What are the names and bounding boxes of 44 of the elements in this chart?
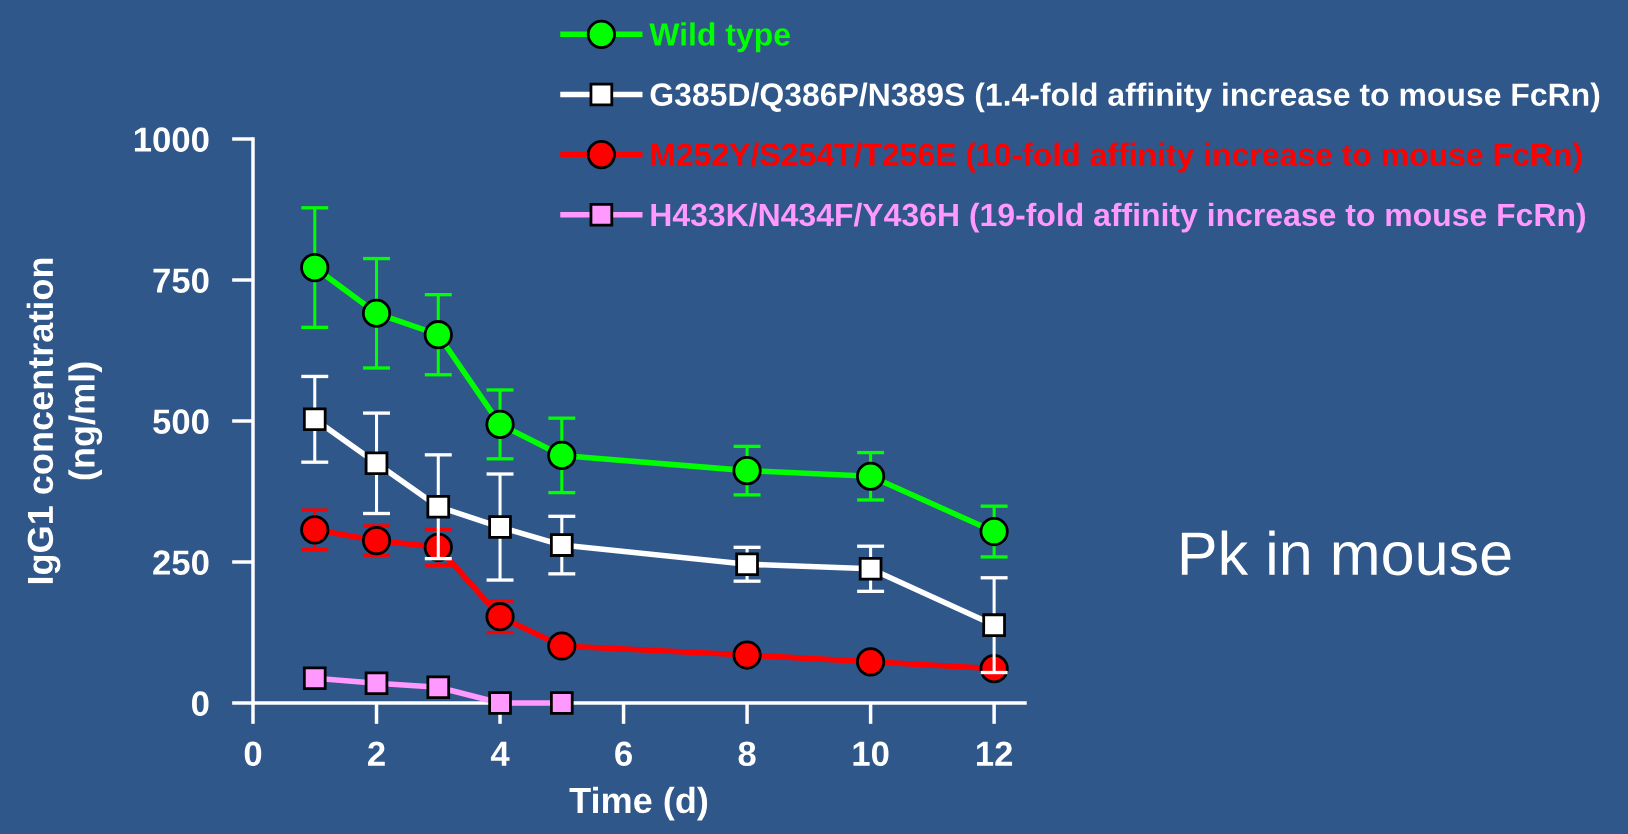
point — [982, 613, 1006, 637]
point — [364, 451, 389, 476]
point — [858, 556, 883, 581]
legend-label: Wild type — [649, 22, 790, 53]
point — [485, 409, 515, 439]
point — [300, 253, 330, 283]
point — [423, 320, 453, 350]
point — [549, 691, 574, 715]
point — [732, 640, 762, 670]
y-tick-label: 1000 — [134, 127, 209, 152]
x-tick-label: 10 — [853, 741, 889, 766]
x-tick-label: 6 — [615, 741, 632, 766]
point — [735, 552, 759, 577]
point — [426, 494, 451, 519]
x-tick-label: 12 — [977, 741, 1013, 766]
x-tick-label: 4 — [490, 741, 510, 766]
point — [488, 515, 512, 539]
x-tick-label: 2 — [368, 741, 385, 766]
y-tick-label: 0 — [192, 691, 209, 716]
point — [488, 691, 512, 715]
y-axis-title: IgG1 concentration (ng/ml) — [26, 258, 103, 584]
point — [364, 671, 389, 696]
point — [302, 666, 327, 690]
point — [856, 647, 886, 677]
point — [856, 461, 886, 491]
y-tick-label: 750 — [153, 268, 209, 293]
legend-label: G385D/Q386P/N389S (1.4-fold affinity increase to mouse FcRn) — [650, 82, 1600, 113]
point — [361, 298, 392, 328]
point — [300, 515, 330, 545]
point — [732, 456, 762, 486]
x-tick-label: 8 — [738, 741, 756, 766]
x-axis-title: Time (d) — [569, 786, 708, 821]
legend-label: H433K/N434F/Y436H (19-fold affinity increase to mouse FcRn) — [651, 202, 1586, 233]
text: Pk in mouse — [1181, 530, 1511, 576]
point — [547, 440, 577, 470]
x-tick-label: 0 — [244, 741, 262, 766]
legend-label: M252Y/S254T/T256E (10-fold affinity increase to mouse FcRn) — [651, 142, 1582, 173]
point — [549, 533, 574, 557]
point — [426, 675, 451, 700]
point — [979, 516, 1009, 547]
point — [547, 631, 577, 661]
point — [302, 407, 327, 432]
y-tick-label: 250 — [153, 550, 209, 575]
y-tick-label: 500 — [153, 409, 209, 434]
